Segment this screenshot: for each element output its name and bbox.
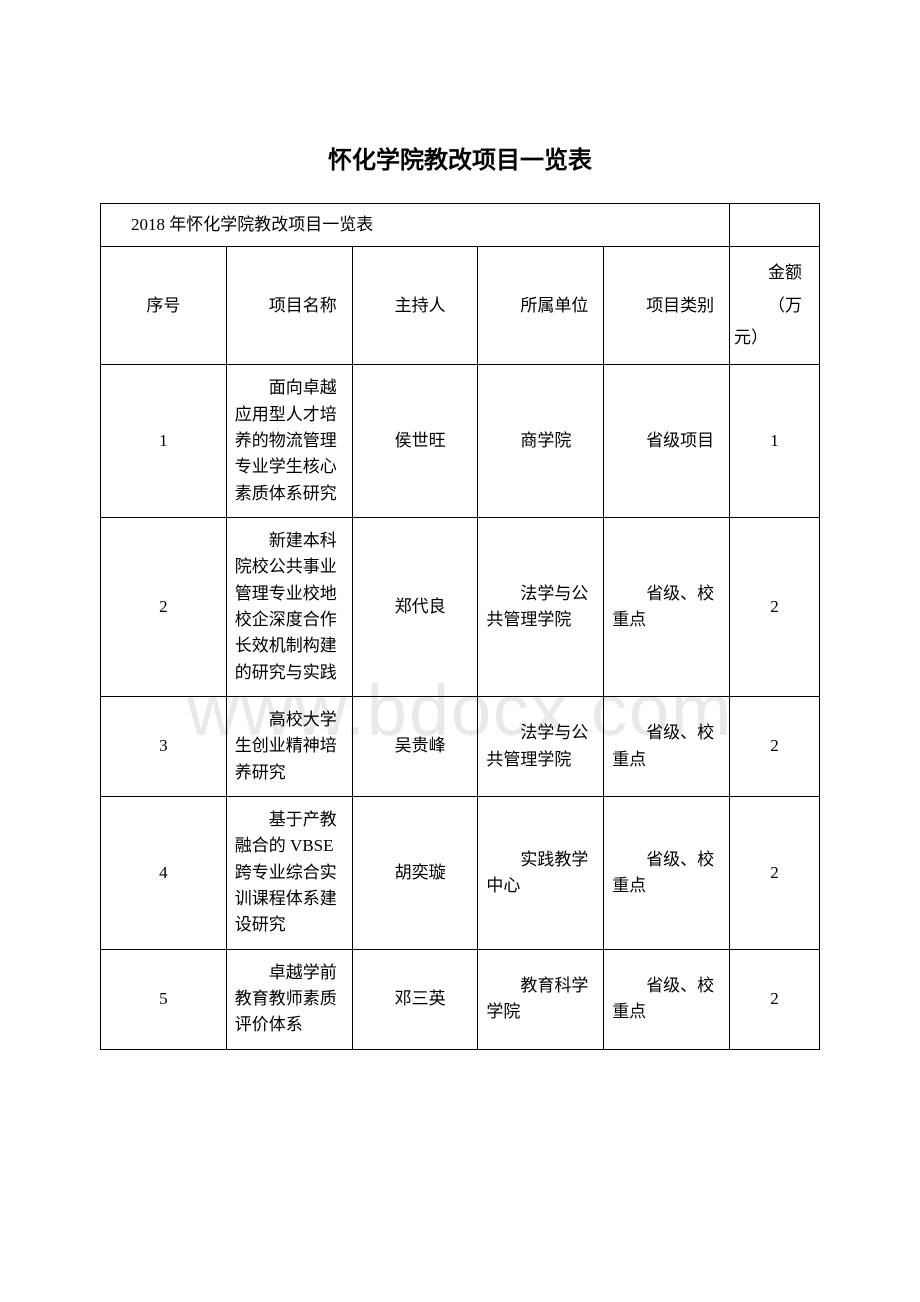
cell-host: 侯世旺 (352, 365, 478, 518)
cell-seq: 4 (101, 797, 227, 950)
cell-name: 高校大学生创业精神培养研究 (226, 697, 352, 797)
cell-cat: 省级、校重点 (604, 517, 730, 696)
header-seq: 序号 (101, 247, 227, 365)
header-amt-l2: （万 (734, 290, 815, 322)
cell-cat: 省级、校重点 (604, 797, 730, 950)
header-dept-label: 所属单位 (486, 293, 595, 319)
cell-name: 基于产教融合的 VBSE 跨专业综合实训课程体系建设研究 (226, 797, 352, 950)
table-row: 1 面向卓越应用型人才培养的物流管理专业学生核心素质体系研究 侯世旺 商学院 省… (101, 365, 820, 518)
header-cat-label: 项目类别 (612, 293, 721, 319)
header-amt-l3: 元） (734, 322, 815, 354)
cell-cat: 省级项目 (604, 365, 730, 518)
header-dept: 所属单位 (478, 247, 604, 365)
cell-seq: 3 (101, 697, 227, 797)
cell-amt: 2 (730, 697, 820, 797)
projects-table: 2018 年怀化学院教改项目一览表 序号 项目名称 主持人 所属单位 项目类别 … (100, 203, 820, 1050)
cell-host: 吴贵峰 (352, 697, 478, 797)
header-amt: 金额 （万 元） (730, 247, 820, 365)
cell-amt: 2 (730, 517, 820, 696)
table-row: 3 高校大学生创业精神培养研究 吴贵峰 法学与公共管理学院 省级、校重点 2 (101, 697, 820, 797)
cell-amt: 2 (730, 949, 820, 1049)
cell-seq: 1 (101, 365, 227, 518)
cell-name: 面向卓越应用型人才培养的物流管理专业学生核心素质体系研究 (226, 365, 352, 518)
cell-host: 胡奕璇 (352, 797, 478, 950)
cell-dept: 教育科学学院 (478, 949, 604, 1049)
cell-cat: 省级、校重点 (604, 697, 730, 797)
header-amt-l1: 金额 (734, 257, 815, 289)
header-name: 项目名称 (226, 247, 352, 365)
cell-amt: 1 (730, 365, 820, 518)
cell-seq: 2 (101, 517, 227, 696)
table-row: 4 基于产教融合的 VBSE 跨专业综合实训课程体系建设研究 胡奕璇 实践教学中… (101, 797, 820, 950)
cell-host: 邓三英 (352, 949, 478, 1049)
cell-host: 郑代良 (352, 517, 478, 696)
cell-name: 新建本科院校公共事业管理专业校地校企深度合作长效机制构建的研究与实践 (226, 517, 352, 696)
caption-empty-cell (730, 204, 820, 247)
cell-amt: 2 (730, 797, 820, 950)
header-name-label: 项目名称 (235, 293, 344, 319)
table-header-row: 序号 项目名称 主持人 所属单位 项目类别 金额 （万 元） (101, 247, 820, 365)
cell-seq: 5 (101, 949, 227, 1049)
table-caption-row: 2018 年怀化学院教改项目一览表 (101, 204, 820, 247)
header-cat: 项目类别 (604, 247, 730, 365)
cell-name: 卓越学前教育教师素质评价体系 (226, 949, 352, 1049)
cell-dept: 实践教学中心 (478, 797, 604, 950)
header-host: 主持人 (352, 247, 478, 365)
table-subcaption: 2018 年怀化学院教改项目一览表 (101, 204, 730, 247)
page-title: 怀化学院教改项目一览表 (100, 140, 820, 175)
header-host-label: 主持人 (361, 293, 470, 319)
cell-dept: 法学与公共管理学院 (478, 517, 604, 696)
table-row: 2 新建本科院校公共事业管理专业校地校企深度合作长效机制构建的研究与实践 郑代良… (101, 517, 820, 696)
table-row: 5 卓越学前教育教师素质评价体系 邓三英 教育科学学院 省级、校重点 2 (101, 949, 820, 1049)
cell-cat: 省级、校重点 (604, 949, 730, 1049)
cell-dept: 商学院 (478, 365, 604, 518)
cell-dept: 法学与公共管理学院 (478, 697, 604, 797)
